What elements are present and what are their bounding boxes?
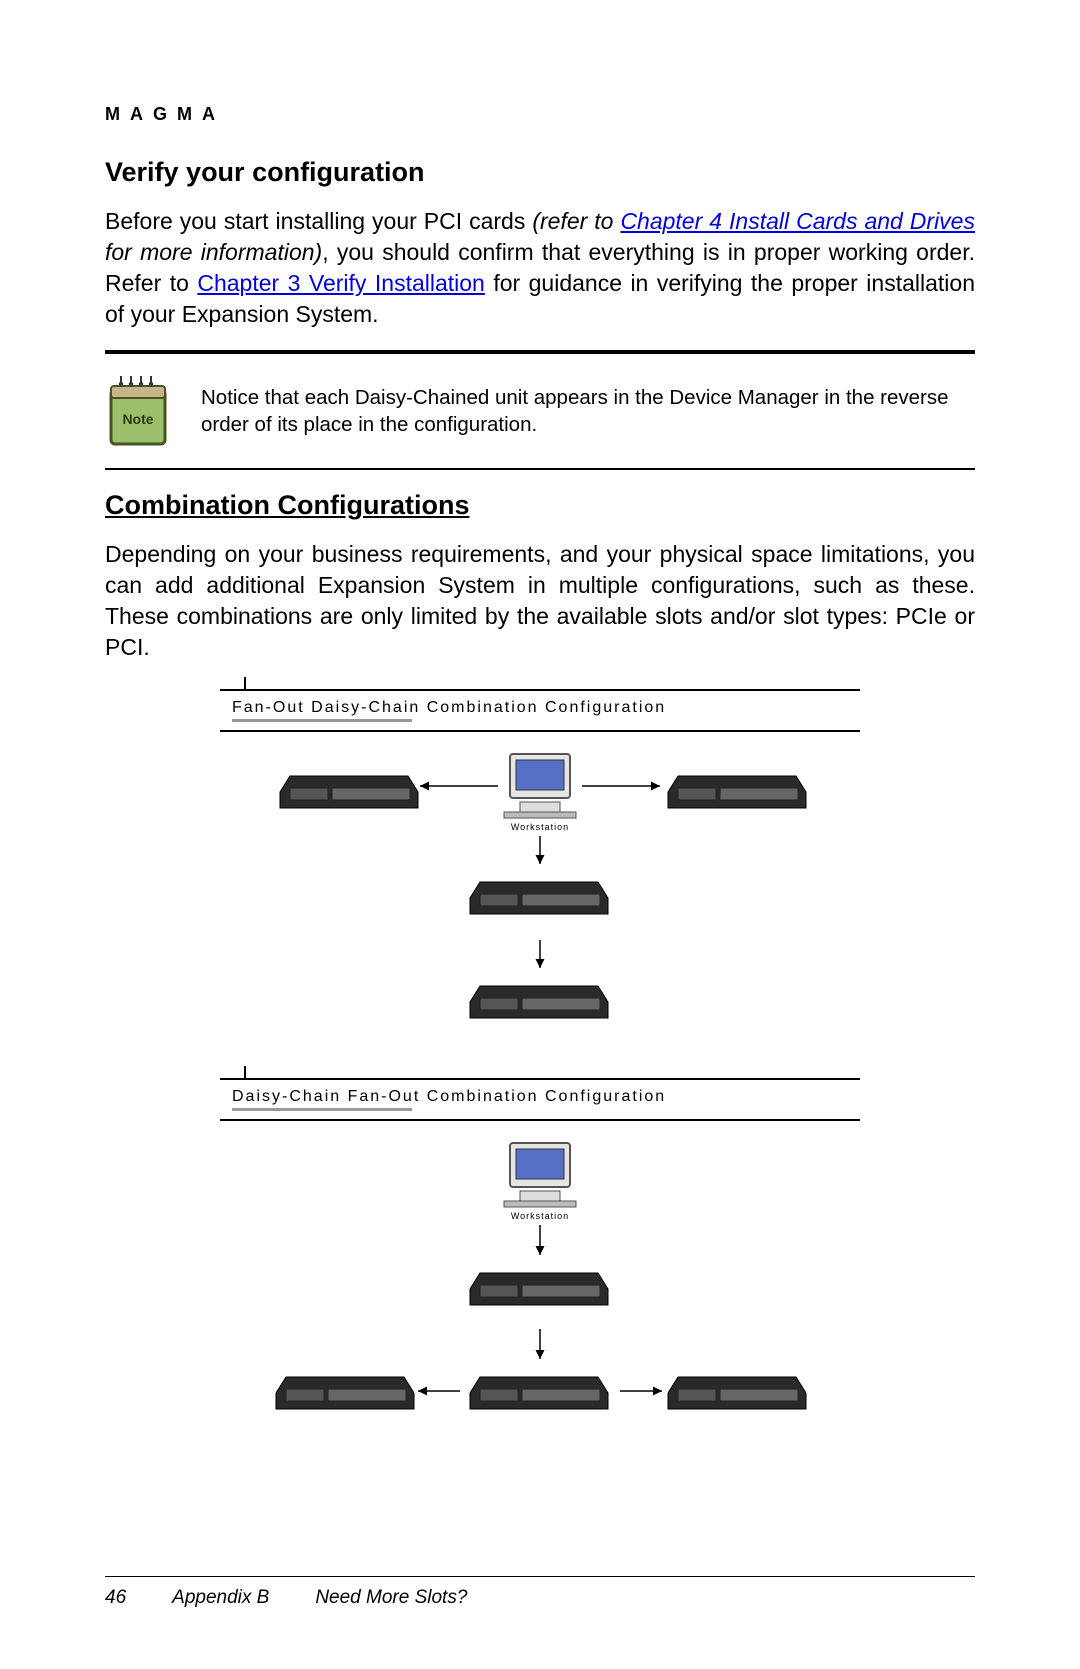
link-chapter4[interactable]: Chapter 4 Install Cards and Drives bbox=[620, 208, 975, 234]
diagram1-svg: Workstation bbox=[220, 744, 860, 1064]
diagram2-title-text: Daisy-Chain Fan-Out Combination Configur… bbox=[232, 1088, 666, 1105]
note-block: Note Notice that each Daisy-Chained unit… bbox=[105, 364, 975, 458]
section1-paragraph: Before you start installing your PCI car… bbox=[105, 206, 975, 330]
diagram2-title: Daisy-Chain Fan-Out Combination Configur… bbox=[220, 1078, 860, 1121]
section2-title: Combination Configurations bbox=[105, 490, 975, 521]
diagram-fanout-daisychain: Fan-Out Daisy-Chain Combination Configur… bbox=[220, 689, 860, 1064]
diagram1-title: Fan-Out Daisy-Chain Combination Configur… bbox=[220, 689, 860, 732]
page-footer: 46 Appendix B Need More Slots? bbox=[105, 1576, 975, 1609]
diagram2-svg: Workstation bbox=[220, 1133, 860, 1463]
divider-thin bbox=[105, 468, 975, 470]
diagram-daisychain-fanout: Daisy-Chain Fan-Out Combination Configur… bbox=[220, 1078, 860, 1463]
text-fragment-italic: for more information) bbox=[105, 239, 322, 265]
section1-title: Verify your configuration bbox=[105, 157, 975, 188]
brand-header: MAGMA bbox=[105, 104, 975, 125]
svg-text:Note: Note bbox=[122, 411, 153, 427]
section2-paragraph: Depending on your business requirements,… bbox=[105, 539, 975, 663]
note-icon: Note bbox=[105, 372, 173, 450]
diagram1-title-text: Fan-Out Daisy-Chain Combination Configur… bbox=[232, 699, 666, 716]
workstation-label: Workstation bbox=[511, 822, 569, 832]
page-number: 46 bbox=[105, 1587, 126, 1609]
workstation-label: Workstation bbox=[511, 1211, 569, 1221]
footer-subtitle: Need More Slots? bbox=[315, 1587, 467, 1609]
divider-thick bbox=[105, 350, 975, 354]
link-chapter3[interactable]: Chapter 3 Verify Installation bbox=[197, 270, 485, 296]
footer-appendix: Appendix B bbox=[172, 1587, 269, 1609]
note-text: Notice that each Daisy-Chained unit appe… bbox=[201, 384, 975, 439]
text-fragment: Before you start installing your PCI car… bbox=[105, 208, 532, 234]
text-fragment-italic: (refer to bbox=[532, 208, 620, 234]
